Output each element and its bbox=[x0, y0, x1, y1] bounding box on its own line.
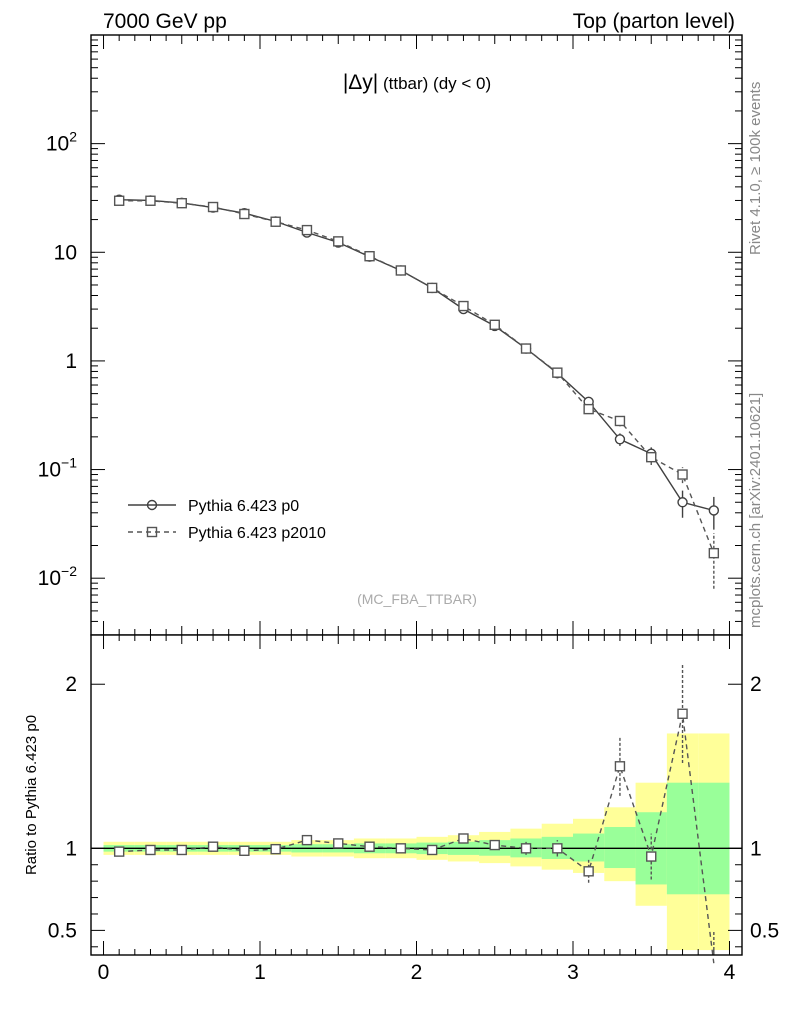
ratio-point-p2010 bbox=[458, 833, 469, 844]
main-axis-ticks bbox=[91, 35, 742, 636]
ratio-band-inner bbox=[698, 782, 730, 895]
main-line-p2010 bbox=[119, 200, 715, 554]
main-point-p2010 bbox=[270, 216, 281, 227]
main-plot-area bbox=[91, 35, 742, 635]
ratio-point-p2010 bbox=[677, 708, 688, 719]
header-left-title: 7000 GeV pp bbox=[103, 10, 227, 33]
main-point-p2010 bbox=[520, 343, 532, 354]
ratio-y-tick-label-right: 1 bbox=[750, 837, 762, 860]
main-point-p2010 bbox=[176, 197, 187, 209]
main-point-p2010 bbox=[708, 547, 720, 559]
ratio-line-p2010 bbox=[119, 713, 715, 964]
ratio-point-p2010 bbox=[489, 839, 500, 851]
ratio-point-p2010 bbox=[552, 843, 563, 854]
main-point-p2010 bbox=[207, 201, 219, 213]
ratio-y-tick-label: 0.5 bbox=[48, 919, 77, 942]
main-y-tick-label: 1 bbox=[65, 350, 77, 373]
ratio-point-p2010 bbox=[176, 844, 187, 856]
ratio-series bbox=[113, 664, 715, 964]
legend-marker-p0 bbox=[146, 499, 158, 511]
main-point-p2010 bbox=[364, 251, 375, 262]
main-point-p2010 bbox=[583, 403, 594, 415]
main-point-p2010 bbox=[145, 195, 156, 206]
main-point-p2010 bbox=[426, 282, 438, 294]
ratio-point-p2010 bbox=[395, 843, 407, 854]
main-plot-title: |Δy| (ttbar) (dy < 0) bbox=[343, 71, 491, 94]
ratio-y-tick-label: 1 bbox=[65, 837, 77, 860]
ratio-point-p2010 bbox=[113, 846, 125, 857]
ratio-point-p2010 bbox=[301, 834, 313, 846]
main-point-p2010 bbox=[489, 319, 500, 331]
x-tick-label: 1 bbox=[254, 961, 266, 984]
main-y-tick-labels: 10−2 10−1 1 10 102 bbox=[38, 129, 78, 591]
main-point-p0 bbox=[677, 497, 688, 508]
ratio-axis-ticks bbox=[91, 635, 742, 955]
ratio-y-tick-label: 2 bbox=[65, 673, 77, 696]
main-point-p2010 bbox=[395, 265, 407, 276]
analysis-label: (MC_FBA_TTBAR) bbox=[357, 591, 477, 607]
ratio-y-tick-labels: 0.5 1 2 bbox=[48, 673, 77, 942]
x-tick-labels: 0 1 2 3 4 bbox=[98, 961, 736, 984]
main-point-p2010 bbox=[677, 469, 688, 480]
legend-item-p0: Pythia 6.423 p0 bbox=[128, 498, 299, 515]
main-series bbox=[113, 194, 720, 589]
main-y-tick-label: 10−2 bbox=[38, 563, 78, 590]
main-point-p2010 bbox=[552, 367, 563, 378]
mcplots-label: mcplots.cern.ch [arXiv:2401.10621] bbox=[747, 393, 764, 628]
main-point-p0 bbox=[614, 434, 626, 445]
x-tick-label: 0 bbox=[98, 961, 110, 984]
ratio-frame bbox=[90, 634, 743, 956]
x-tick-label: 2 bbox=[411, 961, 423, 984]
main-panel: 10−2 10−1 1 10 102 |Δy| (ttbar) (dy < 0) (MC… bbox=[38, 34, 743, 636]
ratio-plot-area bbox=[91, 635, 742, 955]
main-y-tick-label: 102 bbox=[46, 129, 77, 156]
ratio-point-p2010 bbox=[239, 845, 250, 856]
main-point-p2010 bbox=[333, 236, 344, 247]
ratio-point-p2010 bbox=[614, 761, 626, 772]
ratio-point-p2010 bbox=[207, 841, 219, 852]
ratio-point-p2010 bbox=[646, 851, 657, 862]
ratio-y-tick-label-right: 0.5 bbox=[750, 919, 779, 942]
ratio-y-tick-label-right: 2 bbox=[750, 673, 762, 696]
main-plot-title-symbol: |Δy| bbox=[343, 71, 378, 94]
legend-marker-p2010 bbox=[146, 526, 158, 538]
rivet-version-label: Rivet 4.1.0, ≥ 100k events bbox=[747, 82, 764, 255]
ratio-point-p2010 bbox=[270, 843, 281, 855]
main-y-tick-label: 10−1 bbox=[38, 455, 78, 482]
main-point-p2010 bbox=[458, 300, 469, 312]
main-point-p0 bbox=[708, 505, 720, 516]
main-point-p2010 bbox=[646, 451, 657, 463]
ratio-band-inner bbox=[604, 827, 636, 869]
main-point-p2010 bbox=[614, 415, 626, 427]
ratio-band-inner bbox=[572, 833, 605, 862]
ratio-point-p2010 bbox=[426, 844, 438, 856]
main-point-p2010 bbox=[113, 195, 125, 206]
main-plot-title-rest: (ttbar) (dy < 0) bbox=[378, 74, 491, 93]
legend-label-p0: Pythia 6.423 p0 bbox=[188, 498, 299, 515]
ratio-point-p2010 bbox=[583, 866, 594, 877]
legend-item-p2010: Pythia 6.423 p2010 bbox=[128, 525, 326, 542]
ratio-panel: 0.5 1 2 0.5 1 2 0 1 2 3 4 Ratio to Pythia 6.423 … bbox=[23, 634, 779, 984]
main-point-p2010 bbox=[239, 208, 250, 220]
ratio-point-p2010 bbox=[364, 841, 375, 852]
ratio-point-p2010 bbox=[145, 844, 156, 856]
main-point-p2010 bbox=[301, 224, 313, 236]
legend-label-p2010: Pythia 6.423 p2010 bbox=[188, 525, 326, 542]
ratio-y-tick-labels-right: 0.5 1 2 bbox=[750, 673, 779, 942]
x-tick-label: 3 bbox=[567, 961, 579, 984]
header-right-title: Top (parton level) bbox=[573, 10, 735, 33]
main-y-tick-label: 10 bbox=[54, 241, 77, 264]
ratio-point-p2010 bbox=[520, 843, 532, 854]
ratio-point-p2010 bbox=[333, 838, 344, 849]
ratio-y-axis-label: Ratio to Pythia 6.423 p0 bbox=[23, 715, 40, 875]
legend: Pythia 6.423 p0 Pythia 6.423 p2010 bbox=[128, 498, 326, 542]
x-tick-label: 4 bbox=[724, 961, 736, 984]
